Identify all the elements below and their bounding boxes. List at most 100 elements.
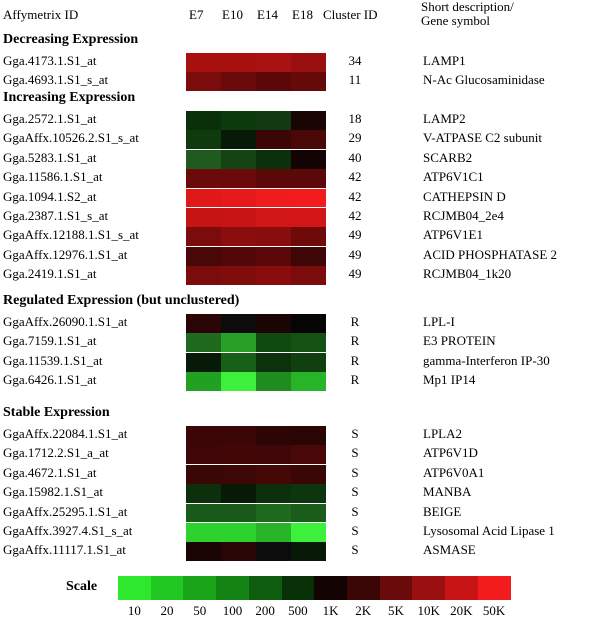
row-cluster-id: S [351,523,359,538]
heatmap-cell [221,503,256,523]
scale-tick-label: 100 [222,603,243,618]
row-cluster-id: 11 [348,72,362,88]
header-description-line1: Short description/ [421,0,514,14]
scale-tick-label: 200 [255,603,275,618]
heatmap-cell [291,111,326,130]
section-title: Increasing Expression [3,90,136,105]
row-gene-symbol: Mp1 IP14 [423,372,476,388]
heatmap-cell [186,333,221,353]
scale-swatch [118,576,151,600]
heatmap-cell [256,426,291,445]
heatmap-cell [256,464,291,484]
row-gene-symbol: ATP6V0A1 [423,464,485,480]
row-gene-symbol: Lysosomal Acid Lipase 1 [423,523,555,538]
heatmap-cell [221,523,256,542]
scale-swatch [183,576,217,600]
heatmap-cell [256,227,291,247]
heatmap-cell [256,503,291,523]
row-gene-symbol: gamma-Interferon IP-30 [423,352,550,368]
heatmap-cell [186,188,221,208]
row-probe-id: GgaAffx.3927.4.S1_s_at [3,523,133,538]
heatmap-cell [221,169,256,189]
heatmap-cell [186,53,221,72]
scale-tick-label: 1K [322,603,339,618]
row-cluster-id: R [350,372,360,388]
heatmap-cell [186,523,221,542]
row-cluster-id: S [351,445,359,461]
row-cluster-id: 40 [348,149,362,165]
heatmap-cell [256,352,291,372]
heatmap-cell [291,426,326,445]
scale-swatch [346,576,380,600]
heatmap-cell [221,314,256,333]
heatmap-cell [256,53,291,72]
row-gene-symbol: LPL-I [423,314,455,329]
heatmap-cell [256,149,291,169]
row-probe-id: Gga.4173.1.S1_at [3,53,97,68]
heatmap-cell [256,372,291,392]
scale-swatch [379,576,413,600]
heatmap-cell [256,169,291,189]
scale-tick-label: 2K [355,603,372,618]
scale-swatch [477,576,511,600]
heatmap-cell [256,445,291,465]
heatmap-cell [186,445,221,465]
row-cluster-id: 49 [348,266,362,282]
heatmap-cell [186,130,221,150]
row-cluster-id: 49 [348,246,362,262]
row-probe-id: Gga.15982.1.S1_at [3,484,104,500]
heatmap-cell [291,314,326,333]
header-cluster-id: Cluster ID [323,7,378,22]
heatmap-cell [256,314,291,333]
scale-swatch [216,576,250,600]
heatmap-cell [221,372,256,392]
row-probe-id: Gga.7159.1.S1_at [3,333,97,349]
heatmap-cell [221,227,256,247]
heatmap-cell [186,314,221,333]
heatmap-cell [221,188,256,208]
row-gene-symbol: BEIGE [423,503,462,519]
row-cluster-id: 18 [348,111,362,126]
heatmap-cell [221,72,256,92]
row-probe-id: GgaAffx.22084.1.S1_at [3,426,128,441]
row-cluster-id: R [350,352,360,368]
heatmap-cell [256,130,291,150]
row-gene-symbol: RCJMB04_2e4 [423,208,504,223]
row-cluster-id: 42 [348,188,362,204]
scale-tick-label: 20K [450,603,473,618]
heatmap-cell [291,352,326,372]
row-probe-id: Gga.4693.1.S1_s_at [3,72,109,88]
row-cluster-id: 34 [348,53,362,68]
scale-swatch [412,576,446,600]
row-probe-id: Gga.1094.1.S2_at [3,188,97,204]
heatmap-cell [186,227,221,247]
heatmap-cell [291,149,326,169]
row-probe-id: Gga.6426.1.S1_at [3,372,97,388]
row-probe-id: GgaAffx.11117.1.S1_at [3,542,126,558]
scale-swatch [314,576,348,600]
heatmap-cell [186,169,221,189]
heatmap-cell [221,130,256,150]
section-title: Regulated Expression (but unclustered) [3,293,240,308]
heatmap-cell [256,188,291,208]
heatmap-cell [291,246,326,266]
row-gene-symbol: V-ATPASE C2 subunit [423,130,542,146]
row-probe-id: GgaAffx.26090.1.S1_at [3,314,128,329]
row-gene-symbol: ATP6V1D [423,445,478,461]
heatmap-cell [186,542,221,562]
heatmap-cell [221,484,256,504]
heatmap-cell [256,542,291,562]
heatmap-cell [221,266,256,286]
row-cluster-id: S [351,484,359,500]
header-description-line2: Gene symbol [421,13,490,28]
row-probe-id: Gga.4672.1.S1_at [3,464,97,480]
heatmap-cell [186,503,221,523]
header-stage-e14: E14 [257,7,278,22]
row-cluster-id: S [351,426,359,441]
row-cluster-id: 29 [348,130,362,146]
row-cluster-id: S [351,542,359,558]
heatmap-cell [291,53,326,72]
row-gene-symbol: ASMASE [423,542,476,558]
section-title: Stable Expression [3,405,110,420]
